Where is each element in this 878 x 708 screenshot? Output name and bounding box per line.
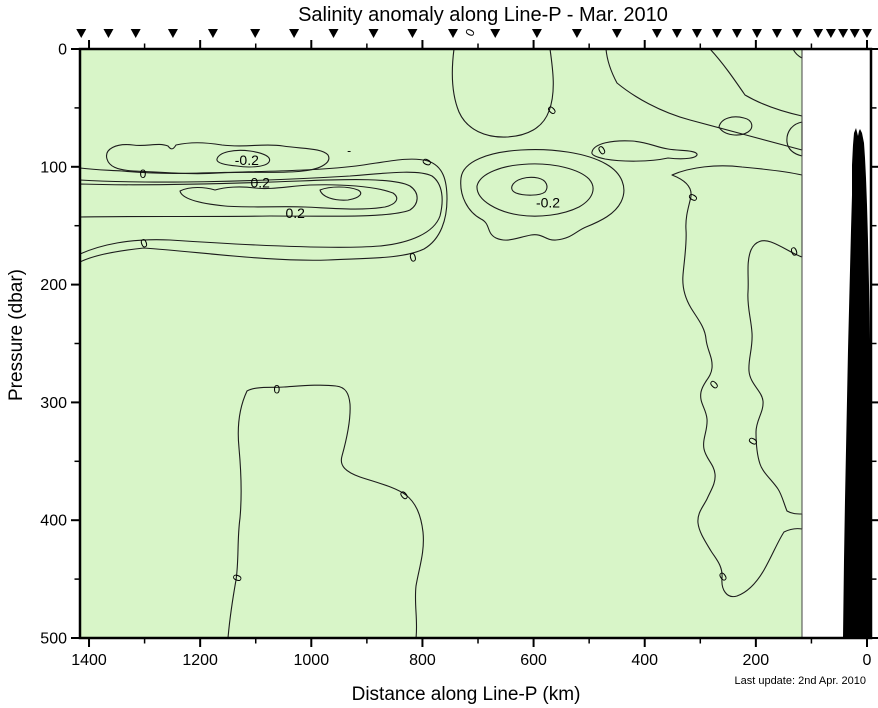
- station-marker: [130, 29, 141, 38]
- chart-title: Salinity anomaly along Line-P - Mar. 201…: [298, 4, 668, 26]
- x-tick-label: 1000: [294, 652, 330, 669]
- x-tick-label: 0: [863, 652, 872, 669]
- station-markers: [76, 29, 872, 38]
- contour-region-topright-neg02-b: [786, 121, 803, 157]
- last-update-note: Last update: 2nd Apr. 2010: [734, 675, 866, 687]
- station-marker: [711, 29, 722, 38]
- station-marker: [771, 29, 782, 38]
- station-marker: [328, 29, 339, 38]
- axis-tick-labels: 1400 1200 1000 800 600 400 200 0 0 100 200 300 400 50…: [40, 42, 871, 670]
- station-marker: [791, 29, 802, 38]
- station-marker: [207, 29, 218, 38]
- station-marker: [448, 29, 459, 38]
- y-tick-label: 300: [40, 395, 67, 412]
- contour-label: -0.2: [536, 194, 560, 210]
- x-tick-label: 200: [743, 652, 770, 669]
- contour-label: -0.2: [235, 152, 259, 168]
- contour-region-right-cream-column: [671, 165, 803, 598]
- y-axis-label: Pressure (dbar): [6, 269, 27, 401]
- station-marker: [250, 29, 261, 38]
- station-marker: [813, 29, 824, 38]
- station-marker: [651, 29, 662, 38]
- station-marker: [368, 29, 379, 38]
- contour-label: 0.2: [250, 174, 270, 190]
- contour-label: 0: [140, 167, 147, 181]
- contour-line-left-01: [79, 171, 443, 255]
- contour-label: 0: [408, 250, 418, 265]
- contour-label: 0: [230, 572, 246, 583]
- contour-region-topright-neg01: [605, 48, 803, 151]
- contour-region-left-03: [179, 184, 398, 210]
- contour-label: 0: [789, 244, 800, 260]
- station-marker: [167, 29, 178, 38]
- contour-region-left-02: [79, 179, 418, 218]
- x-tick-label: 1400: [71, 652, 107, 669]
- station-marker: [571, 29, 582, 38]
- plot-frame: [78, 47, 873, 640]
- contour-label: 0.2: [285, 205, 305, 221]
- x-tick-label: 600: [520, 652, 547, 669]
- y-tick-label: 0: [58, 42, 67, 59]
- station-marker: [862, 29, 872, 38]
- contour-region-mid-green-mid: [476, 163, 594, 217]
- contour-label: 0: [138, 236, 149, 252]
- station-marker: [691, 29, 702, 38]
- station-marker: [289, 29, 300, 38]
- station-marker: [671, 29, 682, 38]
- x-tick-label: 400: [631, 652, 658, 669]
- x-tick-label: 1200: [182, 652, 218, 669]
- contour-label: 0: [274, 382, 281, 396]
- contour-region-top-cream-blob: [451, 48, 554, 138]
- contour-regions: [79, 48, 803, 639]
- x-tick-label: 800: [409, 652, 436, 669]
- contour-region-left-cream-band: [79, 158, 448, 263]
- contour-label: -: [347, 143, 351, 157]
- contour-label: 0: [462, 26, 478, 38]
- station-marker: [76, 29, 87, 38]
- station-marker: [731, 29, 742, 38]
- contour-region-left-04: [319, 186, 362, 201]
- contour-region-small-cream-island: [591, 140, 698, 162]
- station-marker: [751, 29, 762, 38]
- plot-background: [80, 49, 802, 638]
- y-tick-label: 400: [40, 513, 67, 530]
- station-marker: [825, 29, 836, 38]
- station-marker: [611, 29, 622, 38]
- bathymetry-shape: [843, 128, 870, 638]
- station-marker: [531, 29, 542, 38]
- station-marker: [103, 29, 114, 38]
- contour-region-mid-green-core: [511, 176, 548, 196]
- contour-region-lowerleft-cream: [227, 384, 424, 639]
- y-tick-label: 500: [40, 631, 67, 648]
- x-axis-label: Distance along Line-P (km): [352, 684, 581, 705]
- station-marker: [490, 29, 501, 38]
- y-tick-label: 100: [40, 159, 67, 176]
- station-marker: [407, 29, 418, 38]
- station-marker: [838, 29, 849, 38]
- contour-region-topright-neg02-a: [718, 116, 753, 136]
- contour-region-left-green-core: [216, 149, 271, 168]
- y-tick-label: 200: [40, 277, 67, 294]
- station-marker: [849, 29, 860, 38]
- contour-region-mid-green-outer: [460, 149, 625, 241]
